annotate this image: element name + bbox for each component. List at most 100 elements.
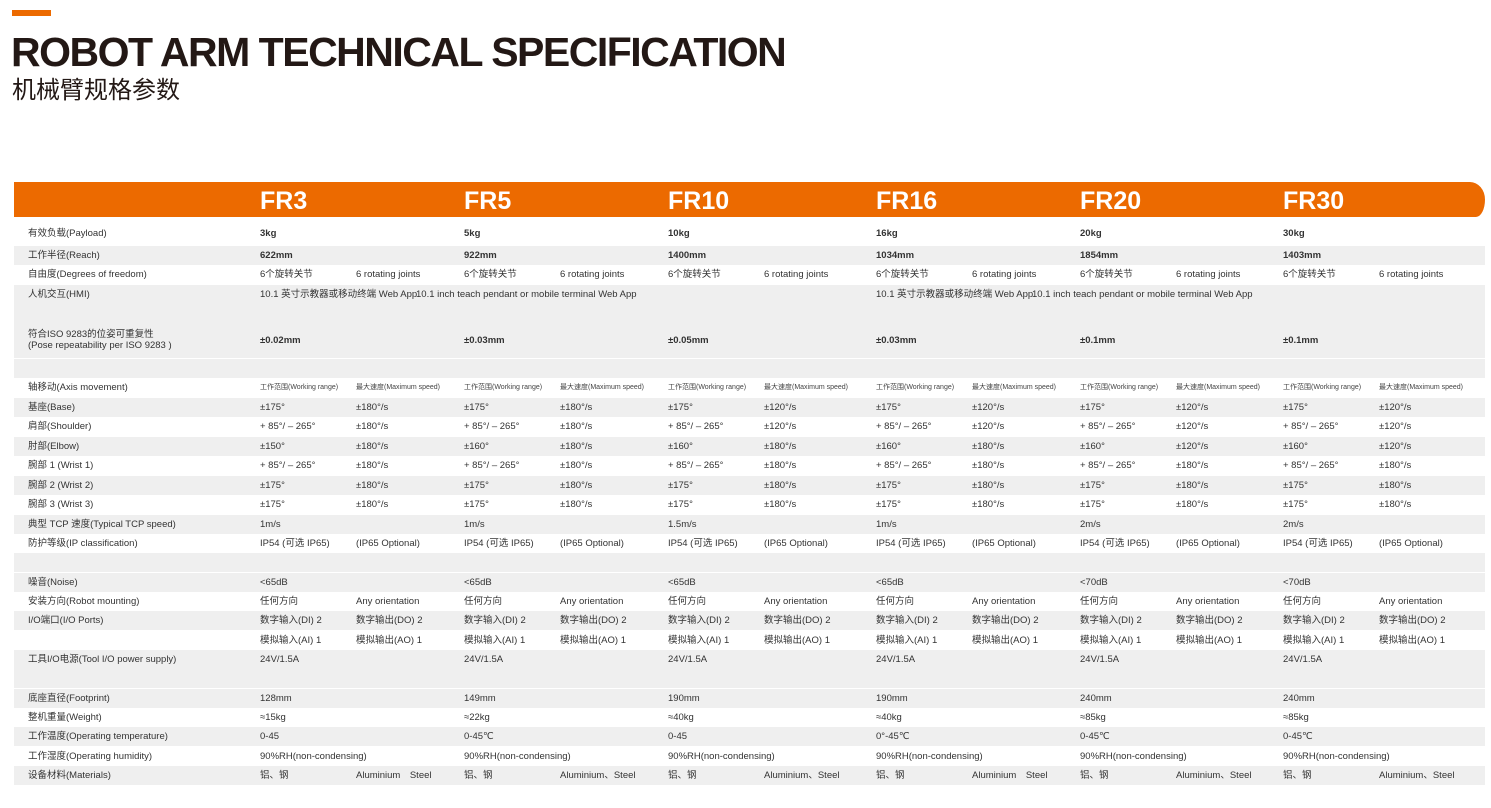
- table-row: 整机重量(Weight) ≈15kg ≈22kg ≈40kg ≈40kg ≈85kg ≈85…: [14, 708, 1485, 727]
- cell-value: ±175°: [260, 402, 285, 413]
- cell-value: 2m/s: [1283, 519, 1304, 530]
- cell-value-secondary: Any orientation: [1176, 596, 1240, 607]
- cell-value: ±0.05mm: [668, 335, 709, 346]
- cell-value-secondary: ±180°/s: [560, 480, 593, 491]
- cell-value: + 85°/ – 265°: [260, 460, 316, 471]
- row-label: 轴移动(Axis movement): [28, 382, 128, 393]
- cell-value-secondary: 数字输出(DO) 2: [356, 615, 423, 626]
- table-row: 典型 TCP 速度(Typical TCP speed) 1m/s 1m/s 1.5m…: [14, 515, 1485, 534]
- cell-value: ±175°: [260, 499, 285, 510]
- cell-value: <65dB: [260, 577, 288, 588]
- cell-value: 2m/s: [1080, 519, 1101, 530]
- cell-value: 190mm: [876, 693, 908, 704]
- cell-value-secondary: ±180°/s: [560, 441, 593, 452]
- cell-value: ±175°: [668, 499, 693, 510]
- cell-value-secondary: 数字输出(DO) 2: [972, 615, 1039, 626]
- cell-value-secondary: 模拟输出(AO) 1: [560, 635, 626, 646]
- cell-value: 1m/s: [464, 519, 485, 530]
- cell-value: 16kg: [876, 228, 898, 239]
- cell-value-secondary: 模拟输出(AO) 1: [764, 635, 830, 646]
- cell-value: ±160°: [1080, 441, 1105, 452]
- table-row: 轴移动(Axis movement) 工作范围(Working range) 最大速…: [14, 378, 1485, 397]
- cell-value: 6个旋转关节: [668, 269, 721, 280]
- cell-value: 6个旋转关节: [1080, 269, 1133, 280]
- cell-value-secondary: ±180°/s: [764, 480, 797, 491]
- cell-value-secondary: ±120°/s: [1379, 421, 1412, 432]
- hmi-value: 10.1 英寸示教器或移动终端 Web App: [260, 289, 418, 300]
- cell-value-secondary: ±120°/s: [1379, 441, 1412, 452]
- cell-value-secondary: ±120°/s: [1379, 402, 1412, 413]
- cell-value: 0-45℃: [1283, 731, 1313, 742]
- cell-value: 6个旋转关节: [876, 269, 929, 280]
- cell-value: ±0.1mm: [1283, 335, 1319, 346]
- row-label: 基座(Base): [28, 402, 75, 413]
- cell-value: ≈40kg: [668, 712, 694, 723]
- cell-value: 数字输入(DI) 2: [464, 615, 526, 626]
- cell-value: ±175°: [1080, 402, 1105, 413]
- row-label: 工作湿度(Operating humidity): [28, 751, 153, 762]
- cell-value: 6个旋转关节: [260, 269, 313, 280]
- cell-value-secondary: ±180°/s: [356, 441, 389, 452]
- cell-value-secondary: 6 rotating joints: [764, 269, 829, 280]
- cell-value: 30kg: [1283, 228, 1305, 239]
- table-row: 腕部 2 (Wrist 2) ±175° ±180°/s ±175° ±180°/s ±1…: [14, 476, 1485, 495]
- table-row: 设备材料(Materials) 铝、钢 Aluminium Steel 铝、钢 Alum…: [14, 766, 1485, 785]
- cell-value: ±160°: [1283, 441, 1308, 452]
- cell-value: 90%RH(non-condensing): [1080, 751, 1187, 762]
- table-row: 符合ISO 9283的位姿可重复性 (Pose repeatability pe…: [14, 323, 1485, 358]
- cell-value: ±175°: [1080, 499, 1105, 510]
- cell-value: 90%RH(non-condensing): [260, 751, 367, 762]
- row-label: 安装方向(Robot mounting): [28, 596, 140, 607]
- cell-value: 模拟输入(AI) 1: [1283, 635, 1345, 646]
- row-label: 设备材料(Materials): [28, 770, 111, 781]
- cell-value: IP54 (可选 IP65): [1283, 538, 1353, 549]
- cell-value: 工作范围(Working range): [260, 384, 339, 391]
- table-row: 肩部(Shoulder) + 85°/ – 265° ±180°/s + 85°/ –…: [14, 417, 1485, 436]
- cell-value: 0-45℃: [464, 731, 494, 742]
- cell-value-secondary: ±180°/s: [356, 460, 389, 471]
- model-header-band: [14, 182, 1485, 217]
- row-label: 典型 TCP 速度(Typical TCP speed): [28, 519, 176, 530]
- cell-value: ±175°: [668, 480, 693, 491]
- cell-value: 1854mm: [1080, 250, 1119, 261]
- row-label: 人机交互(HMI): [28, 289, 90, 300]
- cell-value: 任何方向: [260, 596, 299, 607]
- cell-value: ±175°: [1283, 499, 1308, 510]
- cell-value: 铝、钢: [668, 770, 697, 781]
- row-label: 底座直径(Footprint): [28, 693, 110, 704]
- cell-value: <70dB: [1080, 577, 1108, 588]
- cell-value: 铝、钢: [260, 770, 289, 781]
- cell-value-secondary: Aluminium、Steel: [1176, 770, 1252, 781]
- cell-value: 工作范围(Working range): [464, 384, 543, 391]
- row-label: 工作半径(Reach): [28, 250, 100, 261]
- cell-value-secondary: ±180°/s: [972, 460, 1005, 471]
- table-row: 模拟输入(AI) 1 模拟输出(AO) 1 模拟输入(AI) 1 模拟输出(AO) 1…: [14, 631, 1485, 650]
- model-name-fr3: FR3: [260, 187, 308, 215]
- cell-value: 工作范围(Working range): [876, 384, 955, 391]
- cell-value: ±0.1mm: [1080, 335, 1116, 346]
- cell-value: 任何方向: [464, 596, 503, 607]
- cell-value-secondary: ±120°/s: [764, 402, 797, 413]
- cell-value-secondary: 模拟输出(AO) 1: [356, 635, 422, 646]
- table-row: 腕部 3 (Wrist 3) ±175° ±180°/s ±175° ±180°/s ±1…: [14, 495, 1485, 514]
- cell-value-secondary: 数字输出(DO) 2: [1379, 615, 1446, 626]
- cell-value: 24V/1.5A: [1080, 654, 1120, 665]
- table-row: 基座(Base) ±175° ±180°/s ±175° ±180°/s ±175° ±12…: [14, 398, 1485, 417]
- cell-value: IP54 (可选 IP65): [668, 538, 738, 549]
- cell-value-secondary: 最大速度(Maximum speed): [1379, 384, 1464, 391]
- cell-value: 90%RH(non-condensing): [464, 751, 571, 762]
- cell-value-secondary: ±120°/s: [972, 421, 1005, 432]
- cell-value-secondary: 6 rotating joints: [356, 269, 421, 280]
- row-stripe: [14, 304, 1485, 323]
- cell-value: 模拟输入(AI) 1: [464, 635, 526, 646]
- cell-value: ±175°: [876, 402, 901, 413]
- cell-value: 工作范围(Working range): [1080, 384, 1159, 391]
- page-title: ROBOT ARM TECHNICAL SPECIFICATION: [11, 29, 787, 75]
- cell-value: 模拟输入(AI) 1: [668, 635, 730, 646]
- cell-value: 数字输入(DI) 2: [1283, 615, 1345, 626]
- cell-value-secondary: 6 rotating joints: [972, 269, 1037, 280]
- table-row: 工作半径(Reach) 622mm 922mm 1400mm 1034mm 1854mm 1…: [14, 246, 1485, 265]
- table-row: 有效负载(Payload) 3kg 5kg 10kg 16kg 20kg 30kg: [14, 224, 1485, 243]
- cell-value: 20kg: [1080, 228, 1102, 239]
- table-row: 人机交互(HMI) 10.1 英寸示教器或移动终端 Web App 10.1 inc…: [14, 285, 1485, 304]
